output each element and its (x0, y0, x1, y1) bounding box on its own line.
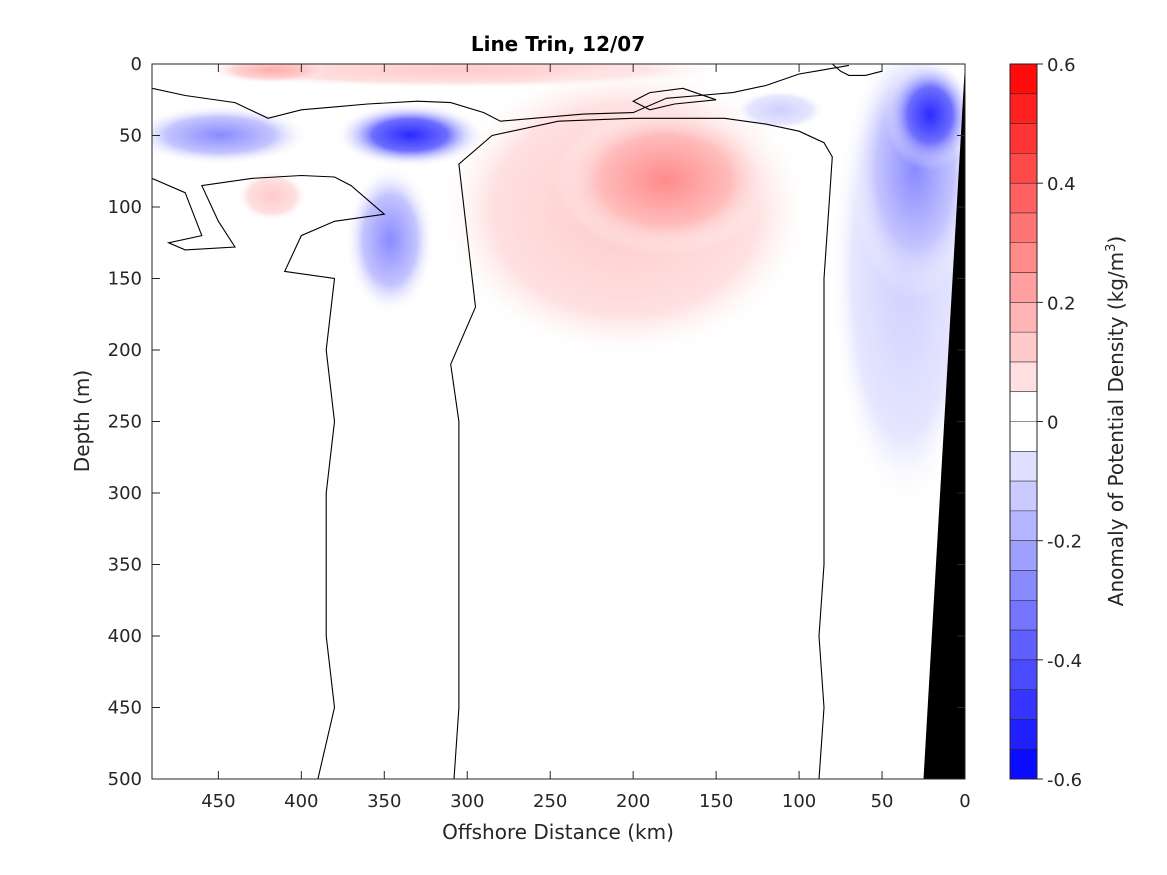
bathymetry-wedge (923, 64, 965, 779)
colorbar-segment (1010, 361, 1037, 393)
x-tick-label: 300 (450, 791, 484, 812)
colorbar (1009, 63, 1038, 780)
colorbar-tick-label: -0.4 (1047, 651, 1082, 672)
colorbar-segment (1010, 391, 1037, 422)
negative-band-core (335, 103, 485, 167)
colorbar-segment (1010, 123, 1037, 154)
zero-contour-lines (152, 64, 883, 779)
colorbar-tick-label: 0.4 (1047, 174, 1076, 195)
x-tick-label: 0 (959, 791, 970, 812)
colorbar-segment (1010, 93, 1037, 125)
x-tick-label: 50 (871, 791, 894, 812)
y-axis-label: Depth (m) (70, 370, 94, 472)
x-axis-ticks: 450 400 350 300 250 200 150 100 50 0 (201, 64, 971, 812)
colorbar-segment (1010, 510, 1037, 542)
zero-contour-2 (450, 117, 833, 779)
negative-tongue (345, 165, 435, 315)
colorbar-label-superscript: 3 (1104, 244, 1119, 252)
y-tick-label: 100 (108, 197, 142, 218)
colorbar-segment (1010, 630, 1037, 661)
y-tick-label: 350 (108, 555, 142, 576)
y-tick-label: 0 (131, 54, 142, 75)
x-axis-label: Offshore Distance (km) (442, 820, 674, 844)
negative-near-surface-patch (735, 90, 825, 130)
negative-band-west (152, 105, 310, 165)
y-tick-label: 300 (108, 483, 142, 504)
zero-contour-4 (831, 64, 883, 76)
zero-contour-1 (152, 174, 386, 779)
positive-surface-patch (210, 64, 330, 84)
negative-nearshore-core (885, 64, 965, 170)
colorbar-segment (1010, 659, 1037, 691)
colorbar-segment (1010, 540, 1037, 571)
zero-contour-3 (632, 87, 717, 111)
positive-lens-core (555, 105, 775, 255)
y-tick-label: 200 (108, 340, 142, 361)
colorbar-label-close: ) (1104, 236, 1128, 244)
chart-title: Line Trin, 12/07 (471, 32, 645, 56)
y-tick-label: 500 (108, 769, 142, 790)
density-anomaly-field (152, 64, 965, 510)
colorbar-segment (1010, 153, 1037, 184)
y-tick-label: 250 (108, 412, 142, 433)
colorbar-tick-label: 0.6 (1047, 55, 1076, 76)
x-tick-label: 350 (367, 791, 401, 812)
y-axis-ticks: 0 50 100 150 200 250 300 350 400 450 500 (108, 54, 965, 790)
colorbar-tick-label: 0 (1047, 413, 1058, 434)
x-tick-label: 450 (201, 791, 235, 812)
bathymetry (923, 64, 965, 779)
colorbar-tick-label: -0.6 (1047, 770, 1082, 791)
colorbar-segment (1010, 64, 1037, 95)
colorbar-segment (1010, 719, 1037, 750)
y-tick-label: 50 (119, 126, 142, 147)
colorbar-segment (1010, 212, 1037, 244)
x-tick-label: 100 (782, 791, 816, 812)
y-tick-label: 450 (108, 698, 142, 719)
colorbar-segment (1010, 689, 1037, 720)
colorbar-segment (1010, 272, 1037, 303)
colorbar-segment (1010, 749, 1037, 780)
colorbar-segment (1010, 421, 1037, 452)
x-tick-label: 250 (533, 791, 567, 812)
zero-contour-0 (152, 64, 849, 122)
colorbar-segment (1010, 183, 1037, 214)
colorbar-segment (1010, 302, 1037, 333)
y-tick-label: 150 (108, 269, 142, 290)
y-tick-label: 400 (108, 626, 142, 647)
colorbar-label-main: Anomaly of Potential Density (kg/m (1104, 252, 1128, 606)
colorbar-segment (1010, 600, 1037, 631)
colorbar-segment (1010, 242, 1037, 274)
colorbar-segment (1010, 481, 1037, 512)
colorbar-ticks: 0.6 0.4 0.2 0 -0.2 -0.4 -0.6 (1037, 55, 1082, 791)
x-tick-label: 400 (284, 791, 318, 812)
colorbar-segment (1010, 570, 1037, 601)
x-tick-label: 200 (616, 791, 650, 812)
x-tick-label: 150 (699, 791, 733, 812)
colorbar-tick-label: -0.2 (1047, 532, 1082, 553)
colorbar-label: Anomaly of Potential Density (kg/m3) (1104, 236, 1128, 606)
positive-small-patch (237, 171, 307, 221)
colorbar-segment (1010, 451, 1037, 482)
colorbar-tick-label: 0.2 (1047, 293, 1076, 314)
colorbar-segment (1010, 332, 1037, 363)
